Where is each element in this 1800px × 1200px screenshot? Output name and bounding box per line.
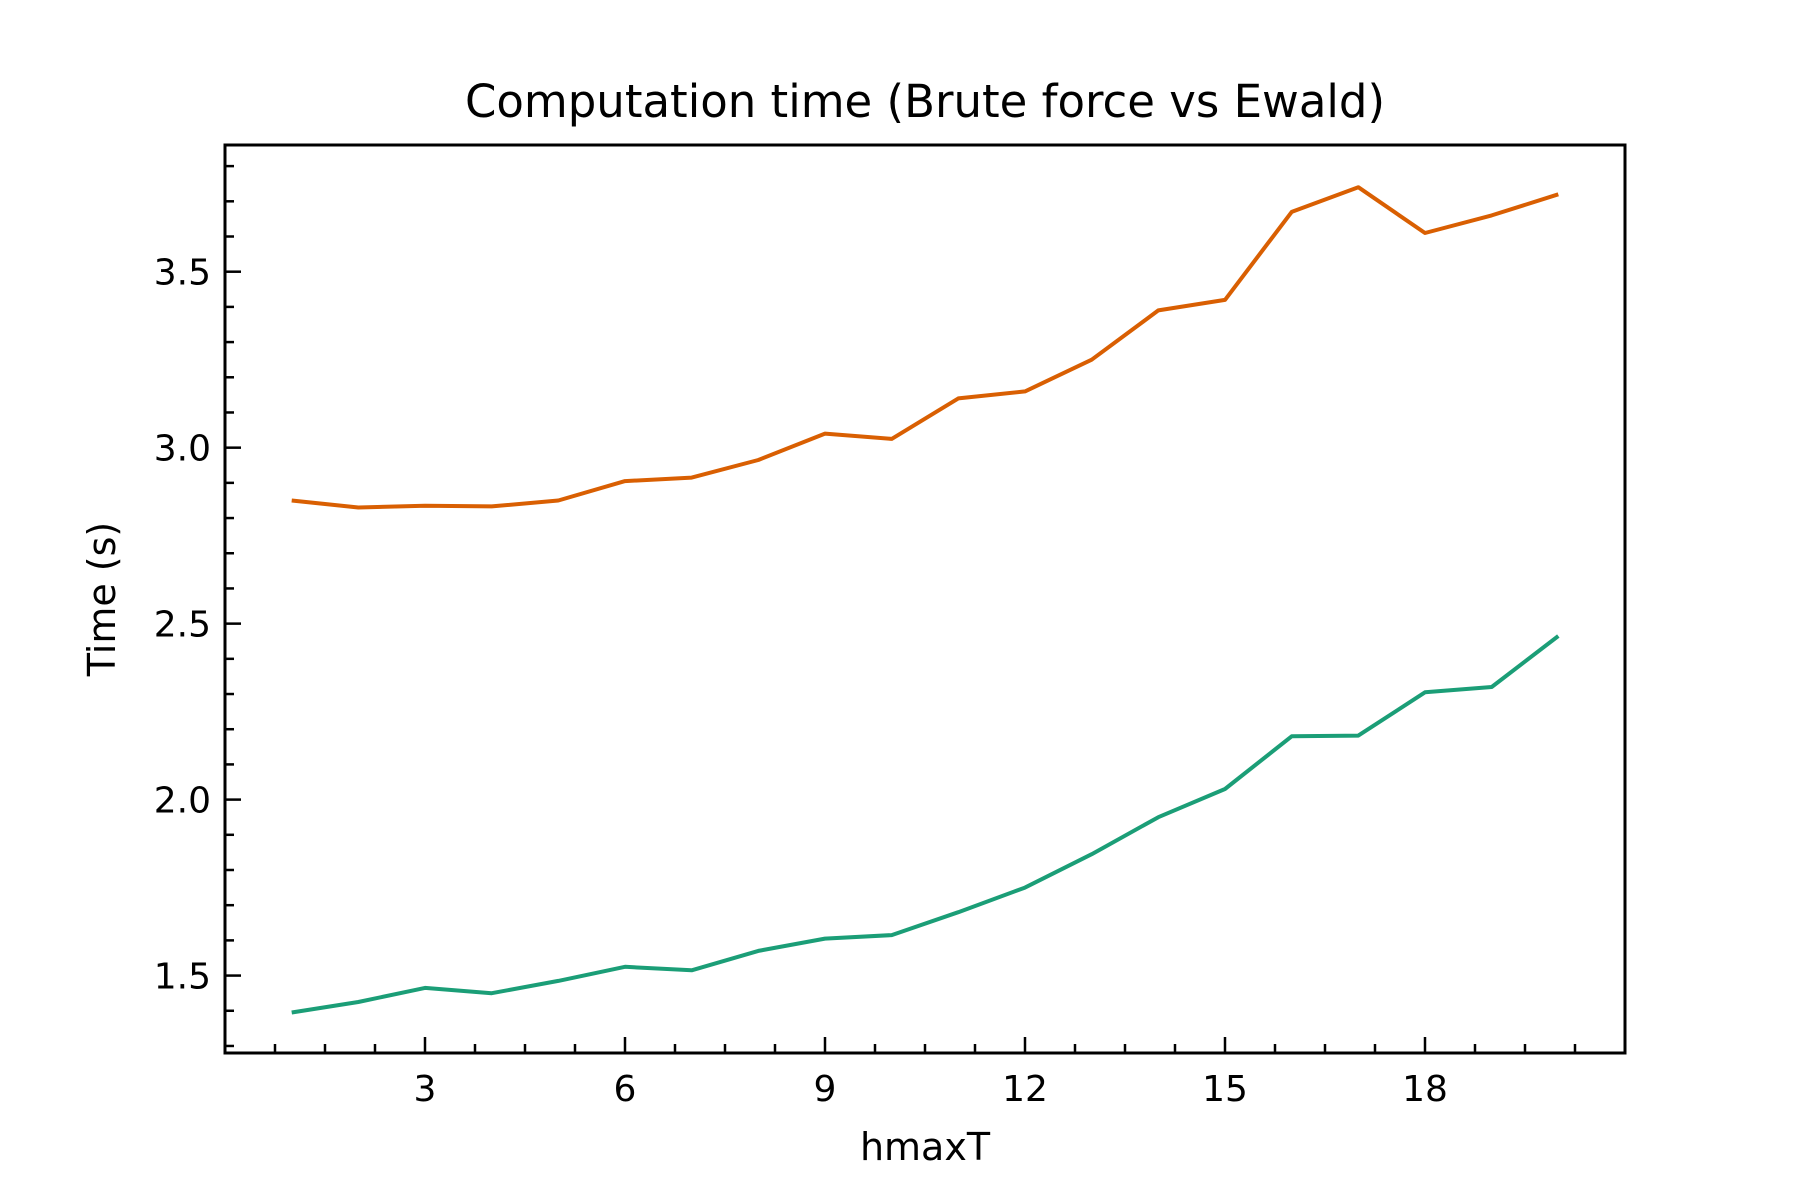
- series-lines: [291, 185, 1560, 1015]
- y-tick-label: 3.0: [154, 429, 211, 470]
- x-tick-label: 18: [1402, 1069, 1448, 1110]
- axis-ticks: 3 6 9 12 15 18 1.5 2.0 2.5 3.0 3.5: [154, 164, 1577, 1110]
- plot-frame: [223, 143, 1627, 1055]
- x-tick-label: 6: [614, 1069, 637, 1110]
- chart-title: Computation time (Brute force vs Ewald): [465, 75, 1385, 128]
- x-tick-label: 12: [1002, 1069, 1048, 1110]
- y-axis-label: Time (s): [80, 522, 124, 678]
- y-tick-label: 3.5: [154, 253, 211, 294]
- y-tick-label: 1.5: [154, 957, 211, 998]
- x-tick-label: 3: [414, 1069, 437, 1110]
- y-tick-label: 2.0: [154, 781, 211, 822]
- series-line-1: [291, 185, 1559, 510]
- x-axis-label: hmaxT: [860, 1125, 991, 1169]
- x-tick-label: 15: [1202, 1069, 1248, 1110]
- x-tick-label: 9: [814, 1069, 837, 1110]
- y-tick-label: 2.5: [154, 605, 211, 646]
- series-line-2: [291, 634, 1560, 1015]
